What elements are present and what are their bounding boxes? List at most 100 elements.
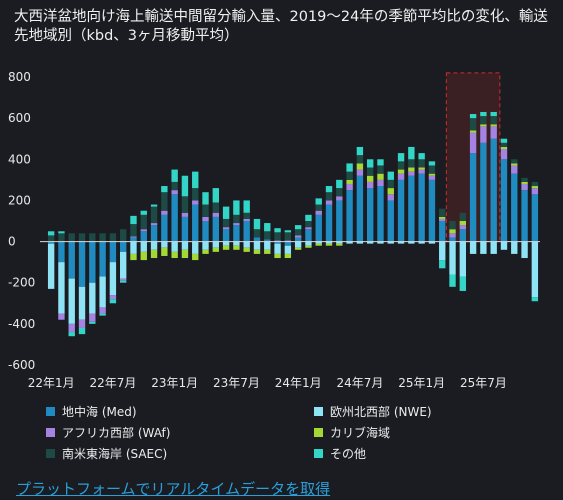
bar-segment <box>428 241 436 244</box>
bar-segment <box>397 169 405 174</box>
bar-segment <box>264 239 271 242</box>
bar-segment <box>274 241 281 244</box>
bar-segment <box>243 241 250 248</box>
bar-segment <box>294 229 302 236</box>
y-tick-label: 600 <box>8 111 31 125</box>
bar-segment <box>305 241 312 246</box>
bar-segment <box>47 243 55 289</box>
bar-segment <box>469 118 477 131</box>
bar-segment <box>325 192 333 201</box>
x-tick-label: 25年1月 <box>398 376 445 390</box>
bar-segment <box>511 163 518 166</box>
bar-segment <box>315 204 322 211</box>
bar-segment <box>99 241 106 277</box>
bar-segment <box>346 183 353 191</box>
bar-segment <box>150 225 158 242</box>
bar-segment <box>253 249 261 254</box>
bar-segment <box>315 210 322 215</box>
bar-segment <box>243 221 250 242</box>
bar-segment <box>140 210 147 215</box>
bar-segment <box>192 188 199 201</box>
bar-segment <box>264 223 271 232</box>
bar-segment <box>78 319 86 328</box>
bar-segment <box>439 241 446 261</box>
bar-segment <box>521 241 528 259</box>
bar-segment <box>171 194 178 242</box>
bar-segment <box>490 116 497 125</box>
bar-segment <box>202 221 209 242</box>
bar-segment <box>212 188 220 203</box>
bar-segment <box>449 274 456 287</box>
bar-segment <box>366 188 374 242</box>
bar-segment <box>305 214 312 221</box>
bar-segment <box>346 171 353 180</box>
bar-segment <box>212 212 220 217</box>
bar-segment <box>500 142 508 147</box>
bar-segment <box>140 241 147 252</box>
x-tick-label: 22年7月 <box>89 376 136 390</box>
bar-segment <box>449 221 456 230</box>
bar-segment <box>418 167 425 170</box>
bar-segment <box>161 186 168 193</box>
bar-segment <box>294 237 302 242</box>
bar-segment <box>233 223 240 226</box>
bar-segment <box>130 237 137 242</box>
bar-segment <box>356 241 364 244</box>
bar-segment <box>356 163 364 170</box>
bar-segment <box>99 276 106 308</box>
bar-segment <box>531 181 539 187</box>
chart-legend: 地中海 (Med) 欧州北西部 (NWE) アフリカ西部 (WAf) カリブ海域… <box>46 402 546 462</box>
bar-segment <box>294 241 302 248</box>
bar-segment <box>233 241 240 246</box>
bar-segment <box>264 241 271 250</box>
bar-segment <box>480 111 487 117</box>
bar-segment <box>325 186 333 193</box>
bar-segment <box>222 245 230 250</box>
legend-item-waf: アフリカ西部 (WAf) <box>46 423 314 441</box>
bar-segment <box>428 175 436 180</box>
legend-label: 地中海 (Med) <box>62 404 137 419</box>
bar-segment <box>469 130 477 133</box>
bar-segment <box>253 218 261 230</box>
bar-segment <box>212 216 220 242</box>
bar-segment <box>428 179 436 242</box>
bar-segment <box>459 225 467 230</box>
legend-swatch <box>314 427 323 437</box>
x-tick-label: 23年7月 <box>213 376 260 390</box>
bar-segment <box>68 233 75 242</box>
bar-segment <box>274 228 281 233</box>
bar-segment <box>202 216 209 221</box>
bar-segment <box>119 278 127 281</box>
bar-segment <box>119 280 127 283</box>
legend-item-nwe: 欧州北西部 (NWE) <box>314 402 546 420</box>
bar-segment <box>500 146 508 149</box>
x-tick-label: 23年1月 <box>151 376 198 390</box>
bar-segment <box>233 214 240 224</box>
bar-segment <box>253 237 261 242</box>
bar-segment <box>480 241 487 254</box>
y-tick-label: -600 <box>8 358 35 372</box>
bar-segment <box>408 171 415 176</box>
bar-segment <box>449 237 456 242</box>
bar-segment <box>202 204 209 217</box>
x-tick-label: 24年7月 <box>336 376 383 390</box>
bar-segment <box>408 167 415 172</box>
bar-segment <box>181 249 189 259</box>
bar-segment <box>58 233 65 242</box>
bar-segment <box>68 278 75 324</box>
bar-segment <box>325 204 333 242</box>
bar-segment <box>161 241 168 248</box>
bar-segment <box>387 188 394 195</box>
bar-segment <box>428 173 436 176</box>
bar-segment <box>377 165 384 174</box>
bar-segment <box>356 146 364 156</box>
realtime-data-link[interactable]: プラットフォームでリアルタイムデータを取得 <box>16 480 331 498</box>
bar-segment <box>243 200 250 213</box>
bar-segment <box>68 332 75 337</box>
bar-segment <box>181 175 189 197</box>
bar-segment <box>222 241 230 246</box>
bar-segment <box>284 230 292 233</box>
bar-segment <box>274 243 281 254</box>
bar-segment <box>490 126 497 139</box>
bar-segment <box>284 232 292 241</box>
